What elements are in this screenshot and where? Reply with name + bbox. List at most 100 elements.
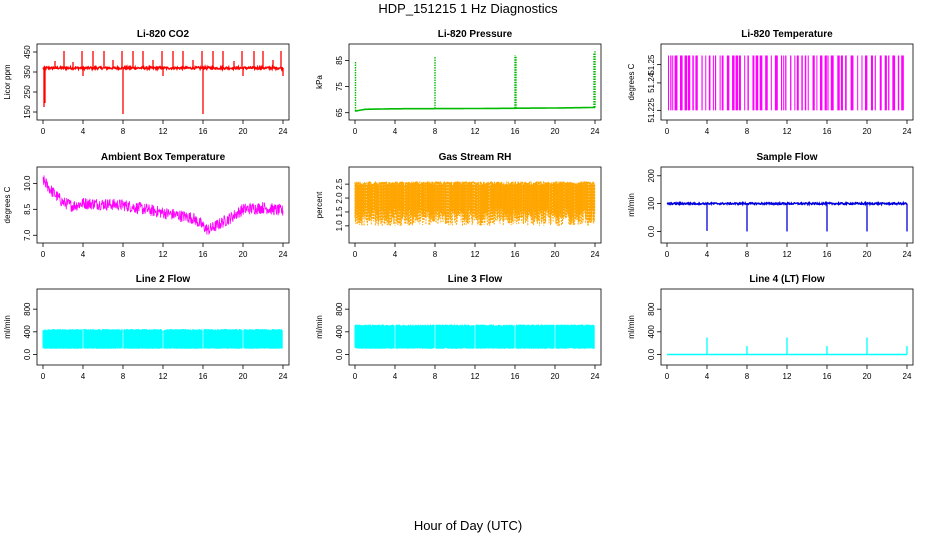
y-tick-label: 51.25 (647, 54, 656, 75)
x-tick-label: 16 (199, 250, 208, 259)
y-axis-label: ml/min (627, 193, 636, 217)
y-axis-label: ml/min (627, 315, 636, 339)
chart-panel-7: Line 2 Flow ml/min 0 4 8 12 16 20 24 0.0 400 800 (3, 274, 290, 381)
x-tick-label: 0 (41, 127, 46, 136)
switch-block (888, 55, 890, 111)
switch-block (747, 55, 749, 111)
x-tick-label: 4 (705, 127, 710, 136)
y-tick-label: 800 (647, 302, 656, 316)
y-tick-label: 65 (335, 108, 344, 117)
y-tick-label: 2.5 (335, 178, 344, 190)
switch-block (714, 55, 717, 111)
switch-block (674, 55, 678, 111)
y-axis-label: kPa (315, 75, 324, 89)
x-tick-label: 20 (863, 127, 872, 136)
switch-block (783, 55, 785, 111)
x-tick-label: 8 (121, 250, 126, 259)
y-tick-label: 200 (647, 169, 656, 183)
data-series (666, 200, 908, 232)
x-tick-label: 20 (551, 250, 560, 259)
switch-block (816, 55, 818, 111)
x-tick-label: 4 (705, 250, 710, 259)
series-line (354, 106, 595, 112)
chart-title: Li-820 CO2 (137, 29, 190, 40)
x-tick-label: 8 (745, 127, 750, 136)
data-series (354, 51, 596, 112)
chart-title: Li-820 Temperature (741, 29, 833, 40)
x-tick-label: 8 (121, 127, 126, 136)
switch-block (790, 55, 792, 111)
chart-panel-8: Line 3 Flow ml/min 0 4 8 12 16 20 24 0.0 400 800 (315, 274, 602, 381)
plot-frame (36, 43, 290, 121)
axes (33, 288, 290, 369)
axes (345, 166, 602, 247)
switch-block (874, 55, 876, 111)
switch-block (879, 55, 882, 111)
y-tick-label: 350 (23, 65, 32, 79)
x-tick-label: 12 (783, 250, 792, 259)
chart-title: Ambient Box Temperature (101, 152, 226, 163)
axes (33, 166, 290, 247)
switch-block (726, 55, 730, 111)
x-tick-label: 8 (745, 372, 750, 381)
x-tick-label: 0 (353, 127, 358, 136)
x-tick-label: 8 (121, 372, 126, 381)
x-tick-label: 16 (823, 127, 832, 136)
switch-block (708, 55, 711, 111)
x-tick-label: 24 (903, 372, 912, 381)
data-series (42, 51, 284, 114)
switch-block (901, 55, 904, 111)
switch-block (870, 55, 873, 111)
chart-title: Sample Flow (756, 152, 817, 163)
y-tick-label: 800 (23, 302, 32, 316)
figure-xlabel: Hour of Day (UTC) (413, 518, 523, 533)
x-tick-label: 24 (279, 127, 288, 136)
switch-block (819, 55, 823, 111)
y-tick-label: 0.0 (647, 348, 656, 360)
switch-block (752, 55, 755, 111)
x-tick-label: 16 (199, 372, 208, 381)
series-band (354, 181, 596, 226)
x-tick-label: 24 (591, 372, 600, 381)
switch-block (692, 55, 694, 111)
x-tick-label: 16 (823, 372, 832, 381)
switch-block (827, 55, 829, 111)
switch-block (687, 55, 691, 111)
switch-block (804, 55, 807, 111)
chart-title: Line 3 Flow (448, 274, 503, 285)
switch-block (670, 55, 672, 111)
switch-block (861, 55, 863, 111)
chart-panel-1: Li-820 CO2 Licor ppm 0 4 8 12 16 20 24 150 250 350 4… (3, 29, 290, 136)
x-tick-label: 20 (863, 372, 872, 381)
x-tick-label: 12 (471, 250, 480, 259)
axes (345, 288, 602, 369)
y-tick-label: 10.0 (23, 175, 32, 191)
y-tick-label: 100 (647, 196, 656, 210)
switch-block (744, 55, 746, 111)
switch-block (897, 55, 900, 111)
x-tick-label: 16 (823, 250, 832, 259)
x-tick-label: 0 (665, 372, 670, 381)
y-axis-label: ml/min (315, 315, 324, 339)
figure-title: HDP_151215 1 Hz Diagnostics (378, 1, 558, 16)
switch-block (837, 55, 840, 111)
switch-block (864, 55, 868, 111)
y-tick-label: 0.0 (23, 348, 32, 360)
chart-title: Line 4 (LT) Flow (749, 274, 825, 285)
switch-block (801, 55, 803, 111)
chart-title: Li-820 Pressure (438, 29, 513, 40)
switch-block (765, 55, 768, 111)
y-tick-label: 75 (335, 82, 344, 91)
x-tick-label: 0 (353, 372, 358, 381)
x-tick-label: 0 (665, 250, 670, 259)
switch-block (780, 55, 783, 111)
x-tick-label: 4 (81, 250, 86, 259)
switch-block (830, 55, 834, 111)
y-tick-label: 2.0 (335, 192, 344, 204)
y-tick-label: 0.0 (647, 225, 656, 237)
x-tick-label: 4 (705, 372, 710, 381)
y-tick-label: 400 (23, 325, 32, 339)
chart-panel-6: Sample Flow ml/min 0 4 8 12 16 20 24 0.0 100 200 (627, 152, 914, 259)
x-tick-label: 4 (393, 127, 398, 136)
y-axis-label: degrees C (3, 186, 12, 223)
